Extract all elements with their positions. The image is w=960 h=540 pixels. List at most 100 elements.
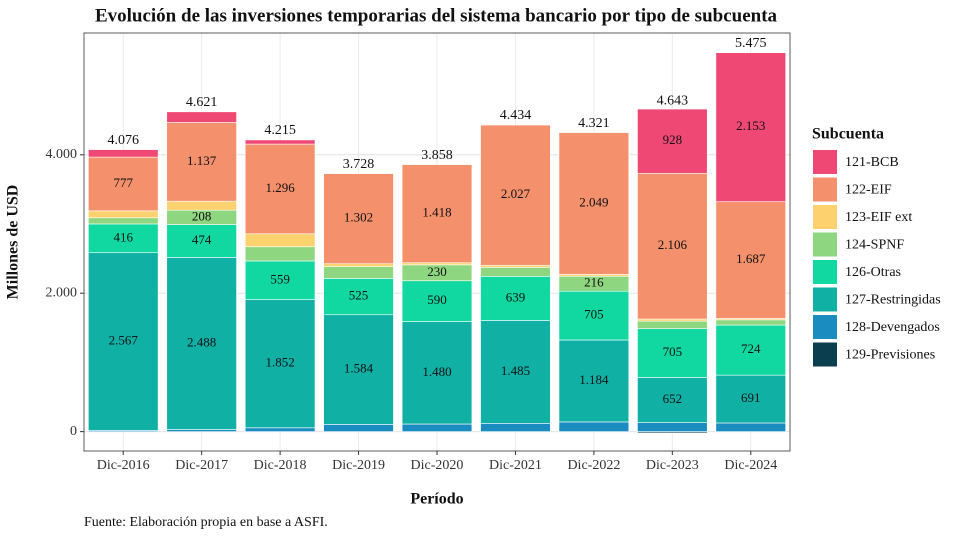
segment-label: 1.296 bbox=[265, 180, 295, 195]
bar-segment bbox=[166, 111, 237, 123]
bar-segment bbox=[323, 266, 394, 279]
segment-label: 216 bbox=[584, 275, 604, 290]
total-label: 3.728 bbox=[343, 157, 375, 172]
bar-segment bbox=[480, 320, 551, 424]
chart-title: Evolución de las inversiones temporarias… bbox=[95, 5, 778, 26]
bar-segment bbox=[323, 173, 394, 265]
total-label: 4.621 bbox=[186, 95, 218, 110]
segment-label: 652 bbox=[663, 391, 683, 406]
bar-segment bbox=[480, 264, 551, 268]
bar-segment bbox=[637, 377, 708, 423]
segment-label: 639 bbox=[506, 289, 526, 304]
x-axis-title: Período bbox=[410, 491, 463, 508]
bar-segment bbox=[480, 267, 551, 277]
bar-segment bbox=[637, 320, 708, 330]
segment-label: 1.852 bbox=[265, 355, 294, 370]
total-label: 4.643 bbox=[657, 94, 689, 109]
bar-segment bbox=[401, 262, 473, 266]
caption: Fuente: Elaboración propia en base a ASF… bbox=[84, 515, 328, 530]
segment-label: 1.584 bbox=[344, 361, 374, 376]
legend-swatch bbox=[813, 150, 837, 174]
bar-segment bbox=[88, 252, 159, 431]
segment-label: 691 bbox=[741, 390, 761, 405]
segment-label: 724 bbox=[741, 341, 761, 356]
bar-segment bbox=[88, 223, 159, 254]
segment-label: 1.137 bbox=[187, 153, 217, 168]
bar-segment bbox=[88, 149, 159, 158]
total-label: 4.434 bbox=[500, 108, 532, 123]
legend-label: 124-SPNF bbox=[845, 238, 904, 253]
segment-label: 1.418 bbox=[422, 205, 451, 220]
x-tick-label: Dic-2019 bbox=[332, 458, 385, 473]
bar-segment bbox=[715, 422, 786, 432]
total-label: 4.321 bbox=[578, 116, 610, 131]
bar-segment bbox=[244, 260, 316, 300]
bar-segment bbox=[558, 290, 630, 341]
segment-label: 1.485 bbox=[501, 363, 530, 378]
legend-label: 127-Restringidas bbox=[845, 293, 941, 308]
legend-label: 126-Otras bbox=[845, 265, 901, 280]
bar-segment bbox=[637, 318, 708, 322]
panel-border bbox=[83, 32, 791, 452]
bar-segment bbox=[715, 201, 786, 319]
bar-segment bbox=[244, 139, 316, 145]
x-tick-label: Dic-2024 bbox=[724, 458, 777, 473]
segment-label: 208 bbox=[192, 208, 212, 223]
segment-label: 525 bbox=[349, 288, 369, 303]
segment-label: 559 bbox=[270, 271, 290, 286]
segment-label: 1.184 bbox=[579, 372, 609, 387]
bar-segment bbox=[401, 164, 473, 264]
bar-segment bbox=[558, 421, 630, 432]
bar-segment bbox=[637, 108, 708, 174]
legend-swatch bbox=[813, 315, 837, 339]
segment-label: 2.153 bbox=[736, 118, 765, 133]
total-label: 4.215 bbox=[264, 123, 296, 138]
bar-segment bbox=[401, 321, 473, 425]
bar-segment bbox=[244, 427, 316, 432]
bar-segment bbox=[637, 328, 708, 378]
x-tick-label: Dic-2020 bbox=[411, 458, 464, 473]
legend-label: 128-Devengados bbox=[845, 320, 940, 335]
bar-segment bbox=[401, 423, 473, 432]
bar-segment bbox=[715, 319, 786, 326]
legend-swatch bbox=[813, 260, 837, 284]
y-tick-label: 0 bbox=[70, 424, 77, 439]
segment-label: 1.480 bbox=[422, 364, 451, 379]
segment-label: 2.049 bbox=[579, 194, 608, 209]
bar-segment bbox=[323, 314, 394, 425]
bar-segment bbox=[166, 200, 237, 211]
segment-label: 2.106 bbox=[658, 237, 688, 252]
bar-segment bbox=[480, 423, 551, 432]
segment-label: 230 bbox=[427, 264, 447, 279]
bar-segment bbox=[715, 324, 786, 376]
legend-label: 123-EIF ext bbox=[845, 210, 912, 225]
bar-segment bbox=[480, 124, 551, 266]
bar-segment bbox=[480, 276, 551, 321]
segment-label: 1.687 bbox=[736, 251, 766, 266]
bar-segment bbox=[715, 52, 786, 203]
total-label: 3.858 bbox=[421, 148, 453, 163]
segment-label: 705 bbox=[584, 307, 604, 322]
bar-segment bbox=[323, 263, 394, 267]
bar-segment bbox=[558, 339, 630, 423]
bar-segment bbox=[244, 143, 316, 235]
segment-label: 2.567 bbox=[109, 333, 139, 348]
legend-swatch bbox=[813, 287, 837, 312]
bar-segment bbox=[244, 246, 316, 262]
bar-segment bbox=[715, 374, 786, 424]
bar-segment bbox=[637, 172, 708, 320]
bar-segment bbox=[558, 132, 630, 275]
x-tick-label: Dic-2022 bbox=[567, 458, 620, 473]
bar-segment bbox=[88, 217, 159, 225]
bar-segment bbox=[401, 280, 473, 322]
segment-label: 474 bbox=[192, 232, 212, 247]
legend-swatch bbox=[813, 177, 837, 202]
segment-label: 2.027 bbox=[501, 186, 531, 201]
legend-label: 129-Previsiones bbox=[845, 348, 935, 363]
segment-label: 2.488 bbox=[187, 334, 216, 349]
legend-swatch bbox=[813, 205, 837, 229]
legend-label: 122-EIF bbox=[845, 183, 892, 198]
legend-title: Subcuenta bbox=[812, 126, 884, 143]
x-tick-label: Dic-2023 bbox=[646, 458, 699, 473]
